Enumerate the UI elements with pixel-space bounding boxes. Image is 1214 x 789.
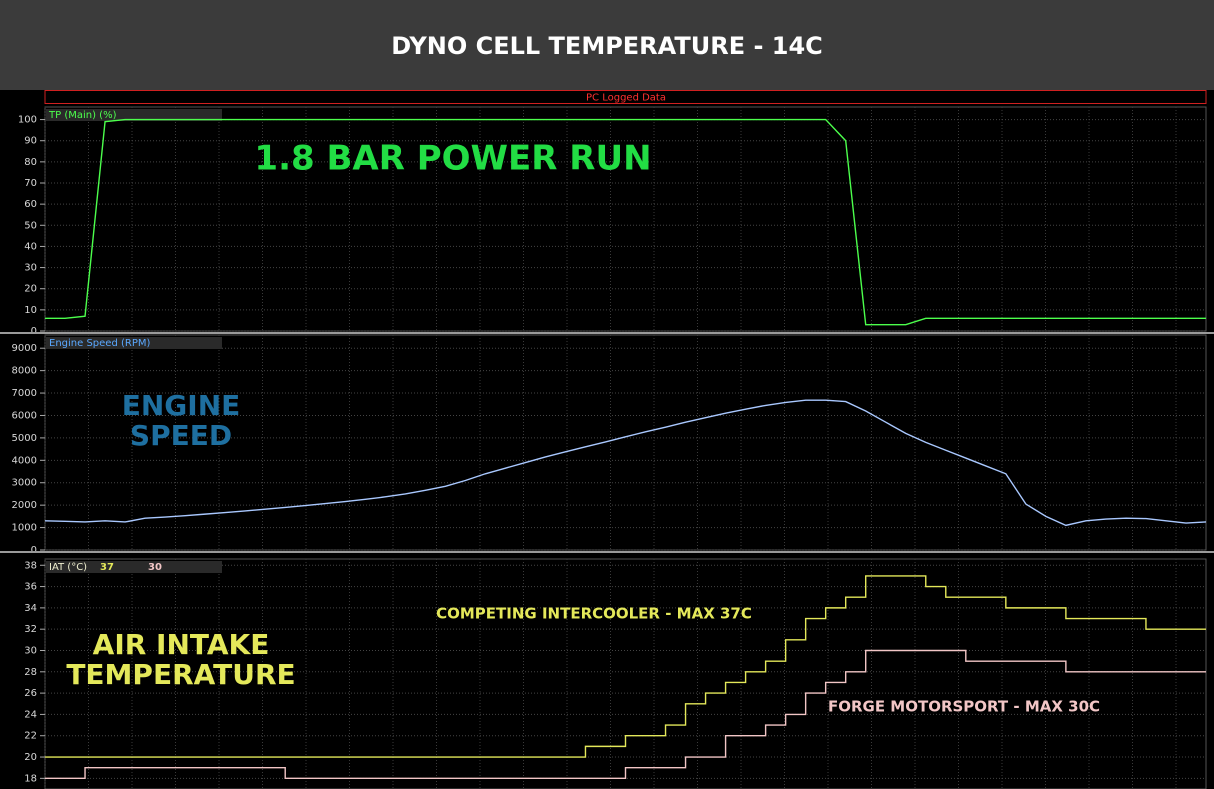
channel-box [46, 109, 222, 121]
y-tick-label: 34 [24, 603, 37, 614]
y-tick-label: 7000 [12, 388, 37, 399]
y-tick-label: 30 [24, 263, 37, 274]
y-tick-label: 6000 [12, 410, 37, 421]
page-title: DYNO CELL TEMPERATURE - 14C [391, 32, 823, 60]
y-tick-label: 2000 [12, 500, 37, 511]
series-line [44, 399, 1207, 527]
y-tick-label: 20 [24, 752, 37, 763]
panel: 18 20 22 24 26 28 30 32 34 36 38 IAT (°C) 37 30 AIR IN… [24, 558, 1207, 789]
y-tick-label: 0 [31, 326, 37, 337]
header-bar [0, 0, 1214, 90]
y-tick-label: 5000 [12, 433, 37, 444]
y-tick-label: 24 [24, 709, 37, 720]
panel: 0 10 20 30 40 50 60 70 80 90 100 TP (Main) (%) 1.8 B… [0, 106, 1214, 337]
y-tick-label: 32 [24, 624, 37, 635]
channel-box [46, 561, 222, 573]
channel-readout: 37 [100, 562, 114, 573]
y-tick-label: 60 [24, 199, 37, 210]
y-tick-label: 70 [24, 178, 37, 189]
channel-box [46, 337, 222, 349]
y-tick-label: 50 [24, 220, 37, 231]
channel-label: TP (Main) (%) [48, 110, 117, 121]
y-tick-label: 0 [31, 545, 37, 556]
y-tick-label: 3000 [12, 478, 37, 489]
y-tick-label: 10 [24, 305, 37, 316]
y-tick-label: 40 [24, 241, 37, 252]
y-tick-label: 9000 [12, 343, 37, 354]
y-tick-label: 28 [24, 667, 37, 678]
y-tick-label: 30 [24, 645, 37, 656]
panel-frame [44, 334, 1207, 551]
channel-readout: 30 [148, 562, 162, 573]
annotation: 1.8 BAR POWER RUN [254, 139, 651, 179]
y-tick-label: 100 [18, 115, 37, 126]
annotation: TEMPERATURE [66, 658, 295, 691]
annotation: SPEED [130, 419, 232, 452]
panel-frame [44, 106, 1207, 332]
panel: 0 1000 2000 3000 4000 5000 6000 7000 8000 9000 Eng… [0, 334, 1214, 556]
y-tick-label: 18 [24, 773, 37, 784]
y-tick-label: 26 [24, 688, 37, 699]
y-tick-label: 36 [24, 582, 37, 593]
channel-label: Engine Speed (RPM) [49, 338, 150, 349]
y-tick-label: 20 [24, 284, 37, 295]
series-line [45, 649, 1206, 780]
y-tick-label: 4000 [12, 455, 37, 466]
annotation: ENGINE [122, 389, 241, 422]
channel-label: IAT (°C) [49, 562, 87, 573]
y-tick-label: 38 [24, 560, 37, 571]
y-tick-label: 1000 [12, 523, 37, 534]
y-tick-label: 90 [24, 136, 37, 147]
panel-frame [44, 558, 1207, 789]
series-line [45, 118, 1206, 326]
y-tick-label: 22 [24, 731, 37, 742]
series-note: COMPETING INTERCOOLER - MAX 37C [436, 605, 752, 623]
y-tick-label: 80 [24, 157, 37, 168]
annotation: AIR INTAKE [93, 628, 270, 661]
log-label: PC Logged Data [586, 93, 666, 104]
series-line [45, 575, 1206, 758]
y-tick-label: 8000 [12, 366, 37, 377]
log-bar [44, 90, 1207, 104]
series-note: FORGE MOTORSPORT - MAX 30C [828, 698, 1100, 716]
